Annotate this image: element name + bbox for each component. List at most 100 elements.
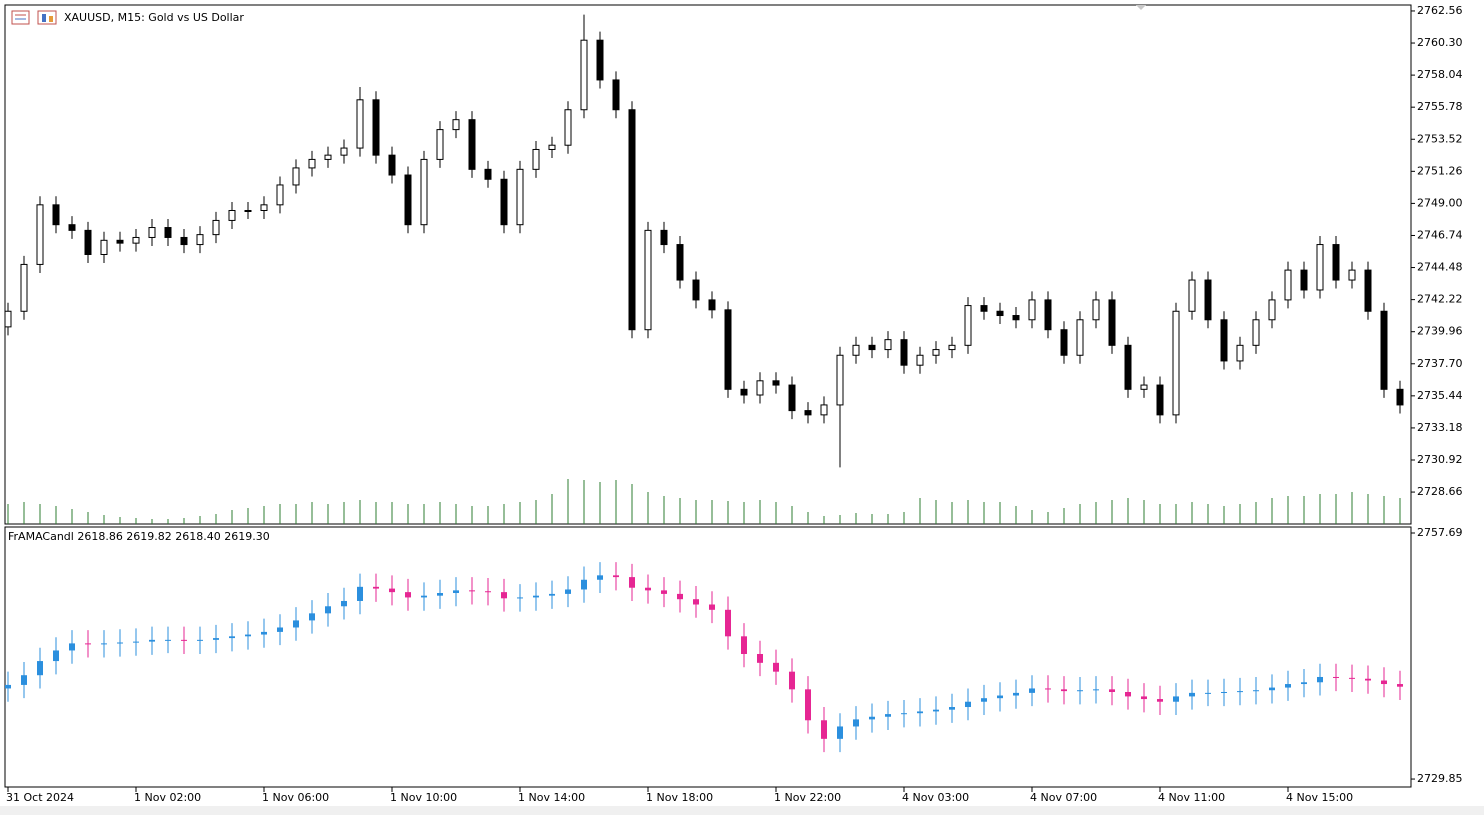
candle-body [517, 597, 523, 599]
candle-body [1268, 299, 1276, 321]
candle-body [37, 661, 43, 676]
candle-body [629, 577, 635, 588]
candle-body [292, 167, 300, 186]
candle-body [612, 79, 620, 111]
candle-body [741, 636, 747, 654]
candle-body [325, 606, 331, 614]
candle-body [917, 711, 923, 714]
icon-frame[interactable] [37, 10, 57, 25]
candle-body [1188, 279, 1196, 312]
candle-body [1205, 692, 1211, 694]
candle-body [341, 600, 347, 607]
candle-body [965, 701, 971, 708]
candle-body [53, 650, 59, 662]
x-tick-label: 4 Nov 15:00 [1286, 791, 1353, 804]
candle-body [644, 229, 652, 331]
candle-body [1124, 344, 1132, 390]
candle-body [1029, 688, 1035, 693]
candle-body [773, 662, 779, 672]
candle-body [1396, 388, 1404, 406]
candle-body [277, 627, 283, 632]
candle-body [453, 590, 459, 594]
candle-body [1140, 384, 1148, 390]
candle-body [389, 588, 395, 593]
y-tick-label: 2762.56 [1417, 4, 1463, 17]
candle-body [532, 148, 540, 170]
candle-body [756, 380, 764, 396]
y-tick-label: 2746.74 [1417, 228, 1463, 241]
x-tick-label: 4 Nov 11:00 [1158, 791, 1225, 804]
y-tick-label: 2758.04 [1417, 68, 1463, 81]
candle-body [836, 354, 844, 406]
candle-body [500, 178, 508, 226]
main-panel [4, 4, 1412, 525]
candle-body [356, 99, 364, 149]
x-tick-label: 4 Nov 07:00 [1030, 791, 1097, 804]
candle-body [405, 592, 411, 598]
indicator-title: FrAMACandl 2618.86 2619.82 2618.40 2619.… [8, 530, 270, 543]
candle-body [932, 349, 940, 356]
candle-body [597, 575, 603, 580]
y-tick-label: 2744.48 [1417, 261, 1463, 274]
candle-body [100, 239, 108, 255]
candle-body [20, 263, 28, 312]
candle-body [548, 144, 556, 150]
icon-bar [49, 16, 53, 22]
candle-body [1012, 315, 1020, 321]
candle-body [452, 119, 460, 131]
candle-body [724, 309, 732, 390]
candle-body [260, 204, 268, 211]
candle-body [1269, 687, 1275, 691]
candle-body [852, 344, 860, 356]
candle-body [116, 239, 124, 244]
candle-body [996, 310, 1004, 317]
candle-body [213, 638, 219, 640]
candle-body [1045, 688, 1051, 690]
candle-body [980, 305, 988, 312]
x-tick-label: 1 Nov 22:00 [774, 791, 841, 804]
candle-body [1332, 244, 1340, 281]
chart-icon[interactable] [37, 10, 57, 25]
candle-body [949, 707, 955, 710]
candle-body [788, 384, 796, 412]
candle-body [596, 39, 604, 81]
candle-body [1349, 677, 1355, 679]
candle-body [148, 227, 156, 238]
candle-body [5, 684, 11, 689]
candle-body [1092, 299, 1100, 321]
candle-body [564, 109, 572, 146]
candle-body [101, 643, 107, 645]
y-tick-label: 2729.85 [1417, 772, 1463, 785]
candle-body [1044, 299, 1052, 331]
candle-body [420, 158, 428, 226]
candle-body [772, 380, 780, 386]
candle-body [789, 671, 795, 690]
candle-body [933, 709, 939, 712]
candle-body [1220, 319, 1228, 362]
candle-body [804, 410, 812, 416]
candle-body [1397, 684, 1403, 687]
candle-body [1333, 676, 1339, 678]
symbol-icon[interactable] [11, 10, 30, 25]
x-tick-label: 1 Nov 14:00 [518, 791, 585, 804]
candle-body [132, 236, 140, 244]
shift-marker[interactable] [1136, 5, 1146, 10]
candle-body [1253, 690, 1259, 692]
candle-body [1076, 319, 1084, 356]
candle-body [1141, 696, 1147, 700]
candle-body [196, 234, 204, 246]
candle-body [52, 204, 60, 226]
candle-body [516, 168, 524, 226]
chart-title: XAUUSD, M15: Gold vs US Dollar [64, 11, 244, 24]
candle-body [1316, 244, 1324, 291]
indicator-panel [4, 526, 1412, 788]
candle-body [740, 388, 748, 396]
candle-body [436, 129, 444, 160]
candle-body [36, 204, 44, 265]
candle-body [708, 299, 716, 311]
icon-frame[interactable] [11, 10, 30, 25]
candle-body [821, 720, 827, 739]
candle-body [692, 279, 700, 301]
candle-body [1317, 676, 1323, 683]
